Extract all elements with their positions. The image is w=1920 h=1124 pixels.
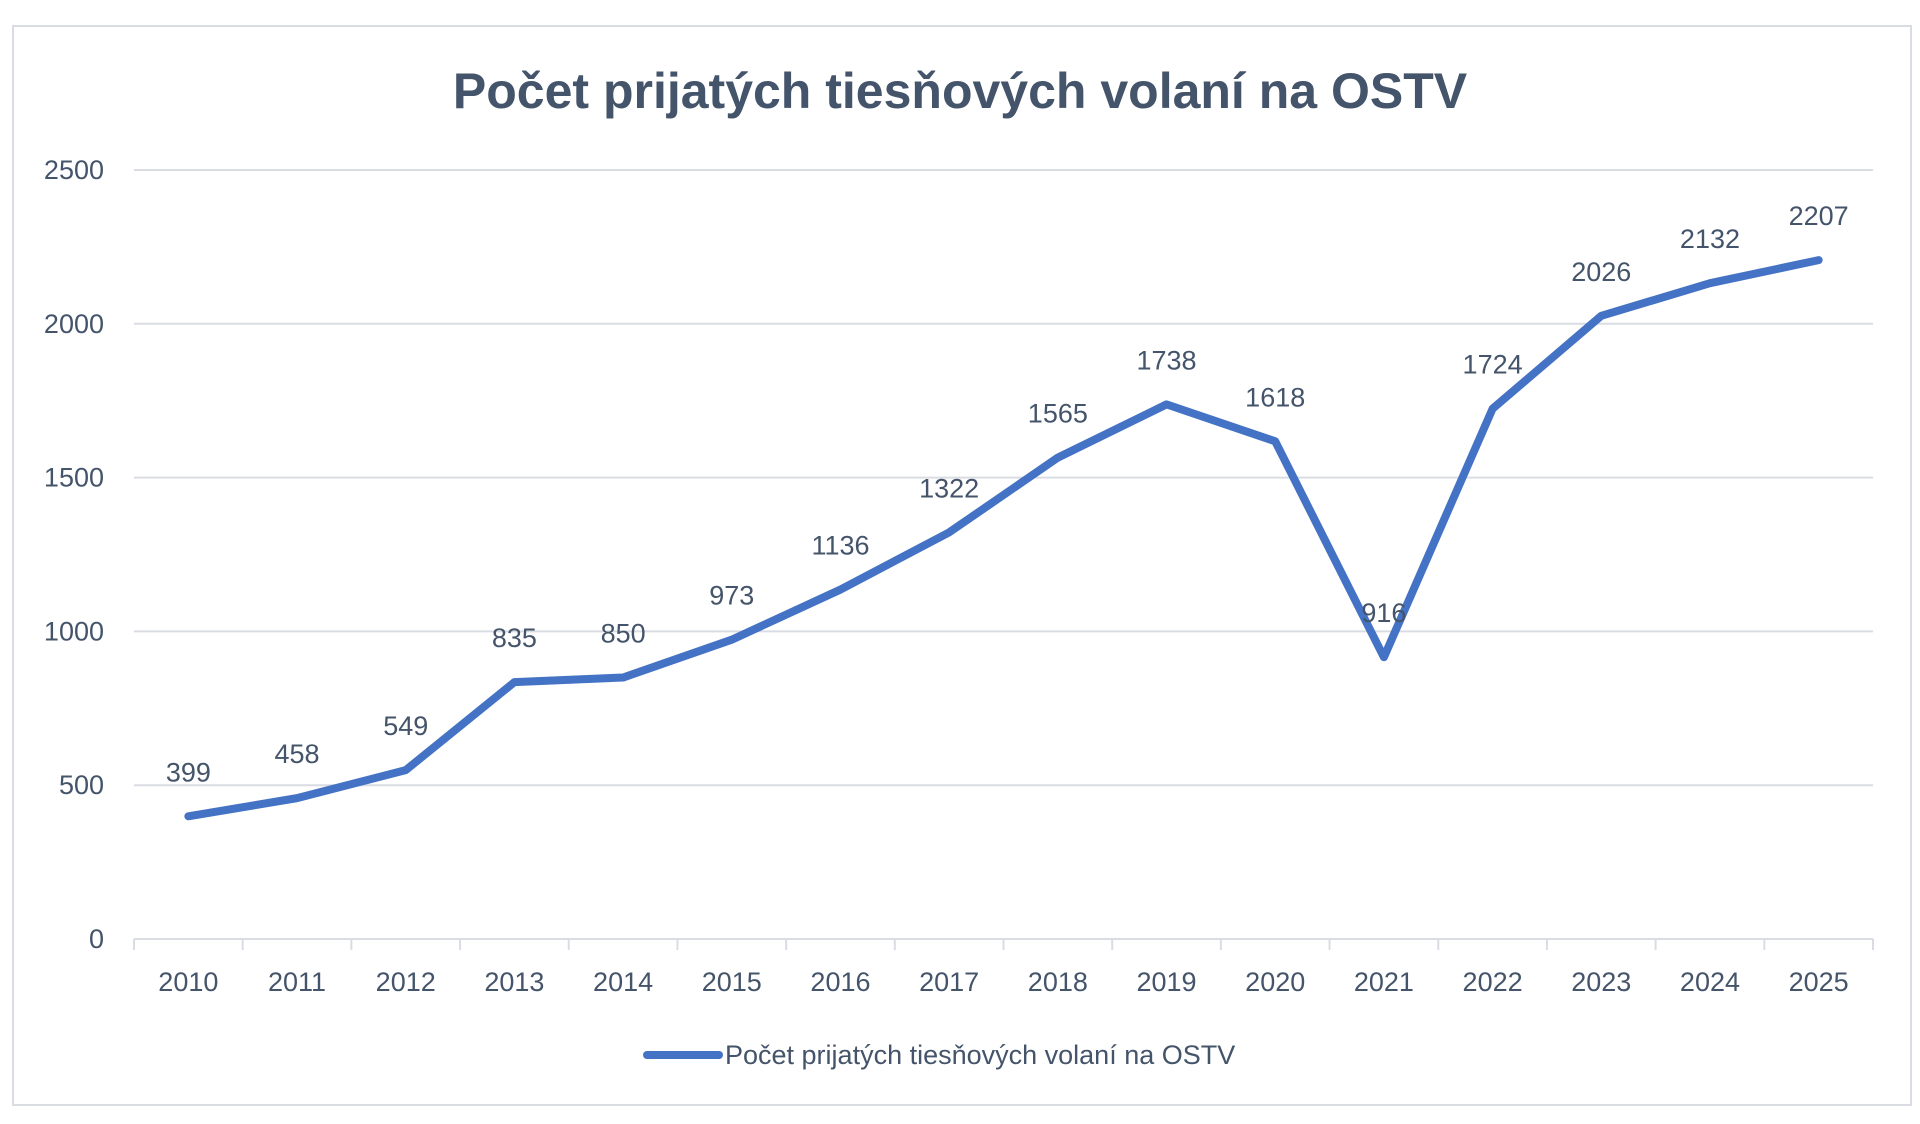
y-tick-label: 0: [89, 924, 104, 954]
data-point: [1382, 656, 1385, 659]
x-tick-label: 2020: [1245, 967, 1305, 997]
x-tick-label: 2014: [593, 967, 653, 997]
x-tick-label: 2018: [1028, 967, 1088, 997]
data-point: [1817, 259, 1820, 262]
data-point: [1274, 440, 1277, 443]
x-tick-label: 2017: [919, 967, 979, 997]
data-label: 1618: [1245, 382, 1305, 412]
series-line: [184, 256, 1823, 821]
data-label: 835: [492, 623, 537, 653]
data-point: [296, 797, 299, 800]
y-tick-label: 1500: [44, 463, 104, 493]
x-tick-label: 2012: [376, 967, 436, 997]
data-label: 2026: [1571, 257, 1631, 287]
x-tick-label: 2016: [810, 967, 870, 997]
data-label: 399: [166, 757, 211, 787]
data-label: 2132: [1680, 224, 1740, 254]
y-tick-label: 2000: [44, 309, 104, 339]
x-tick-label: 2022: [1463, 967, 1523, 997]
data-label: 1724: [1463, 350, 1523, 380]
data-label: 1738: [1136, 345, 1196, 375]
data-point: [1056, 456, 1059, 459]
x-tick-label: 2011: [268, 967, 326, 997]
x-tick-label: 2010: [158, 967, 218, 997]
data-label: 2207: [1789, 201, 1849, 231]
data-label: 916: [1361, 598, 1406, 628]
data-label: 458: [275, 739, 320, 769]
data-label: 850: [601, 619, 646, 649]
data-point: [730, 638, 733, 641]
data-point: [404, 769, 407, 772]
data-point: [622, 676, 625, 679]
data-point: [513, 681, 516, 684]
x-tick-label: 2025: [1789, 967, 1849, 997]
y-tick-label: 2500: [44, 155, 104, 185]
data-point: [839, 588, 842, 591]
x-tick-label: 2024: [1680, 967, 1740, 997]
data-point: [1600, 314, 1603, 317]
data-point: [187, 815, 190, 818]
data-point: [1491, 407, 1494, 410]
x-tick-label: 2019: [1136, 967, 1196, 997]
data-point: [1708, 282, 1711, 285]
data-label: 1565: [1028, 399, 1088, 429]
data-point: [1165, 403, 1168, 406]
data-point: [948, 531, 951, 534]
data-label: 973: [709, 581, 754, 611]
data-label: 1136: [811, 531, 869, 561]
y-tick-label: 1000: [44, 616, 104, 646]
chart-frame: [12, 25, 1912, 1106]
x-tick-label: 2013: [484, 967, 544, 997]
x-tick-label: 2021: [1354, 967, 1414, 997]
data-label: 1322: [919, 473, 979, 503]
data-label: 549: [383, 711, 428, 741]
y-tick-label: 500: [59, 770, 104, 800]
legend-label: Počet prijatých tiesňových volaní na OST…: [725, 1040, 1235, 1070]
chart-title: Počet prijatých tiesňových volaní na OST…: [452, 63, 1468, 119]
x-tick-label: 2015: [702, 967, 762, 997]
x-tick-label: 2023: [1571, 967, 1631, 997]
